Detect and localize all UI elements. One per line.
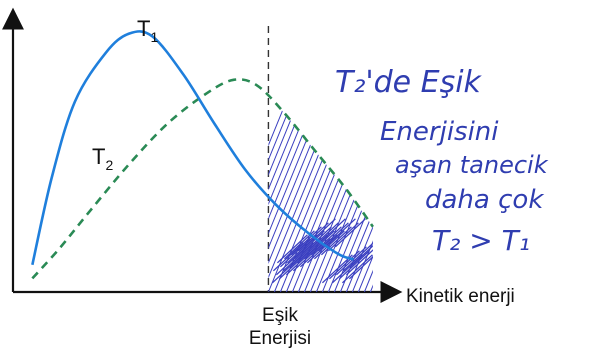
hatch-scribble bbox=[276, 234, 308, 264]
series-t1-curve bbox=[31, 30, 354, 266]
hatch-scribble bbox=[327, 222, 359, 252]
hatch-scribble bbox=[338, 250, 370, 280]
note-line-3: aşan tanecik bbox=[395, 151, 549, 179]
hatch-scribble bbox=[310, 226, 342, 256]
hatch-line bbox=[351, 95, 373, 292]
hatch-scribble bbox=[342, 242, 373, 272]
hatch-line bbox=[256, 95, 289, 292]
hatch-line bbox=[256, 95, 313, 292]
x-axis-label: Kinetik enerji bbox=[406, 286, 515, 307]
hatch-line bbox=[357, 95, 373, 292]
hatch-scribble bbox=[349, 238, 373, 268]
hatch-scribble bbox=[307, 222, 339, 252]
series-t2-label: T2 bbox=[92, 144, 113, 173]
series-t2-curve bbox=[31, 78, 374, 280]
hatch-scribble bbox=[348, 250, 373, 280]
hatch-scribble bbox=[304, 218, 336, 248]
hatch-scribble bbox=[335, 246, 367, 276]
hatch-scribble bbox=[324, 218, 356, 248]
hatch-line bbox=[256, 95, 331, 292]
series-t1-label: T1 bbox=[137, 16, 158, 45]
hatch-line bbox=[273, 95, 355, 292]
note-line-1: T₂'de Eşik bbox=[335, 65, 483, 100]
threshold-label-line2: Enerjisi bbox=[249, 328, 311, 349]
hatch-scribble bbox=[328, 250, 360, 280]
hatch-scribble bbox=[303, 230, 335, 260]
hatch-scribble bbox=[321, 254, 353, 284]
hatch-scribble bbox=[334, 218, 366, 248]
hatch-scribble bbox=[313, 230, 345, 260]
note-line-4: daha çok bbox=[425, 185, 544, 215]
hatch-scribble bbox=[317, 222, 349, 252]
hatch-scribble bbox=[345, 246, 373, 276]
note-line-5: T₂ > T₁ bbox=[432, 224, 530, 257]
threshold-label-line1: Eşik bbox=[262, 305, 298, 326]
hatch-scribble bbox=[341, 254, 373, 284]
note-line-2: Enerjisini bbox=[380, 117, 499, 147]
hatch-line bbox=[256, 95, 295, 292]
hatch-scribble bbox=[293, 230, 325, 260]
hatch-scribble bbox=[290, 226, 322, 256]
hatch-scribble bbox=[320, 226, 352, 256]
